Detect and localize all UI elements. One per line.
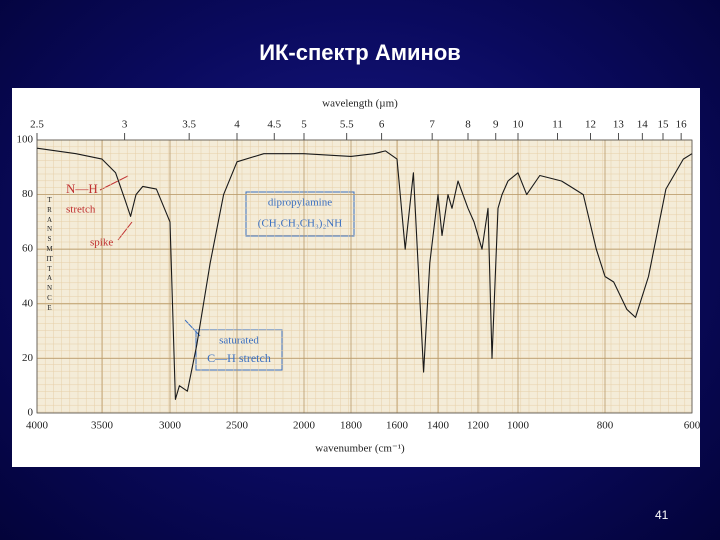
top-tick-label: 4.5 [267, 119, 281, 131]
x-tick-label: 1600 [386, 420, 409, 432]
x-tick-label: 1200 [467, 420, 490, 432]
x-tick-label: 1800 [340, 420, 363, 432]
page-number: 41 [655, 508, 669, 522]
top-tick-label: 3 [122, 119, 128, 131]
top-tick-label: 3.5 [182, 119, 196, 131]
plot-area [37, 140, 692, 413]
slide-title: ИК-спектр Аминов [259, 40, 461, 65]
x-tick-label: 4000 [26, 420, 49, 432]
spectrum-line [36, 147, 693, 400]
annotation: N—H [66, 181, 98, 196]
top-tick-label: 9 [493, 119, 499, 131]
x-tick-label: 800 [597, 420, 614, 432]
top-tick-label: 8 [465, 119, 471, 131]
annotation: (CH₂CH₂CH₃)₂NH [258, 218, 342, 230]
x-tick-label: 1400 [427, 420, 450, 432]
y-tick-label: 20 [22, 352, 34, 364]
y-tick-label: 0 [28, 407, 34, 419]
x-tick-label: 600 [684, 420, 701, 432]
annotation: C—H stretch [207, 351, 271, 365]
annotation: spike [90, 237, 113, 249]
x-axis-label: wavenumber (cm⁻¹) [315, 443, 405, 455]
x-tick-label: 3000 [159, 420, 182, 432]
y-tick-label: 60 [22, 243, 34, 255]
top-tick-label: 13 [613, 119, 625, 131]
top-tick-label: 5.5 [340, 119, 354, 131]
y-tick-label: 100 [17, 134, 34, 146]
top-tick-label: 6 [379, 119, 385, 131]
top-tick-label: 10 [513, 119, 525, 131]
annotation: saturated [219, 335, 259, 347]
top-tick-label: 4 [234, 119, 240, 131]
top-tick-label: 16 [676, 119, 688, 131]
annotation: stretch [66, 204, 96, 216]
x-tick-label: 1000 [507, 420, 530, 432]
label-box [245, 191, 355, 237]
arrow [184, 319, 201, 337]
x-tick-label: 3500 [91, 420, 114, 432]
top-tick-label: 5 [301, 119, 307, 131]
top-axis-label: wavelength (µm) [322, 98, 398, 110]
plot-border [36, 139, 693, 414]
top-tick-label: 15 [658, 119, 670, 131]
top-tick-label: 2.5 [30, 119, 44, 131]
annotation: dipropylamine [268, 197, 332, 209]
x-tick-label: 2500 [226, 420, 249, 432]
y-tick-label: 80 [22, 188, 34, 200]
arrow [117, 221, 133, 241]
y-axis-label: TRANSMITTANCE [46, 196, 53, 312]
y-tick-label: 40 [22, 297, 34, 309]
top-tick-label: 12 [585, 119, 596, 131]
x-tick-label: 2000 [293, 420, 316, 432]
top-tick-label: 14 [637, 119, 649, 131]
top-tick-label: 11 [552, 119, 563, 131]
top-tick-label: 7 [429, 119, 435, 131]
